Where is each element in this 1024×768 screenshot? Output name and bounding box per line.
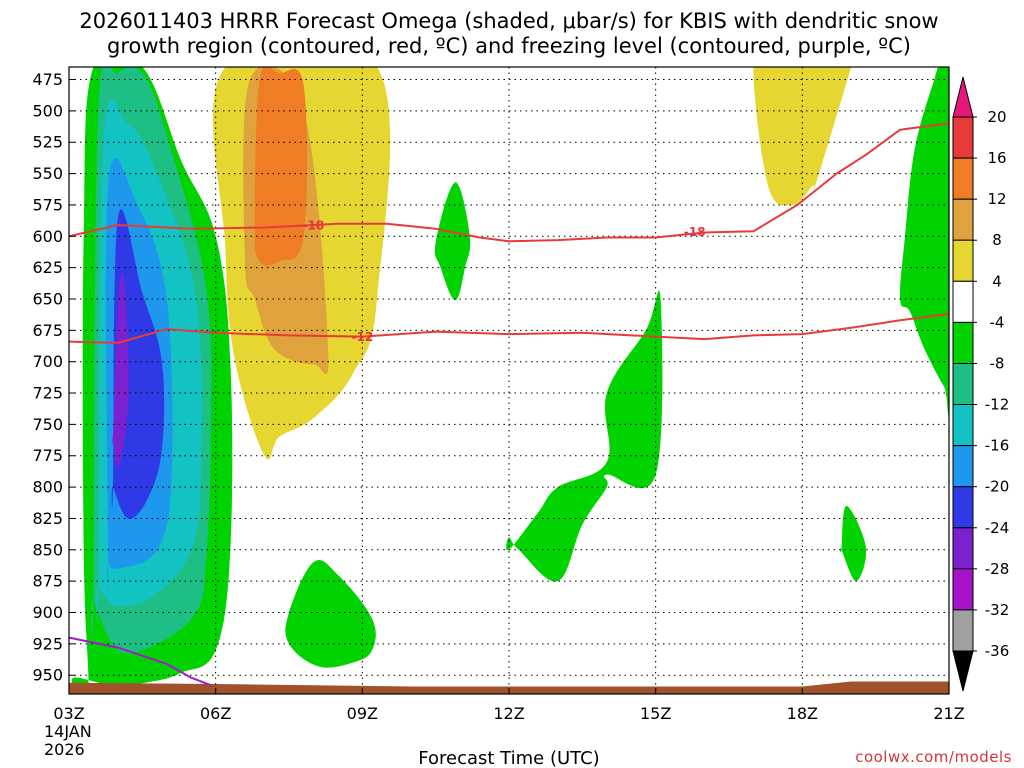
terrain-ground [69, 681, 949, 694]
colorbar-label-2: 12 [987, 190, 1006, 208]
colorbar: 20 16 12 8 4 -4 -8 -12 -16 -20 -24 -28 -32 -36 [952, 76, 1010, 692]
omega-region--8to-4-13 [899, 67, 949, 416]
y-tick-label-850: 850 [32, 540, 63, 559]
contour-label-2: -12 [351, 330, 373, 344]
contour-label-0: -18 [303, 219, 325, 233]
y-tick-label-725: 725 [32, 384, 63, 403]
colorbar-segment-2 [952, 198, 974, 241]
y-tick-label-650: 650 [32, 289, 63, 308]
x-tick-label-03Z: 03Z [53, 704, 84, 723]
y-tick-label-900: 900 [32, 603, 63, 622]
y-tick-label-550: 550 [32, 164, 63, 183]
colorbar-label-10: -24 [985, 519, 1010, 537]
isotherm-layer [69, 122, 949, 687]
y-tick-label-475: 475 [32, 70, 63, 89]
colorbar-label-9: -20 [985, 478, 1010, 496]
colorbar-segment-10 [952, 527, 974, 570]
colorbar-label-12: -32 [985, 601, 1010, 619]
omega-region--28to-24-5 [112, 273, 129, 469]
y-tick-label-750: 750 [32, 415, 63, 434]
terrain-layer [69, 681, 949, 694]
colorbar-bottom-triangle [952, 650, 974, 692]
x-tick-label-09Z: 09Z [347, 704, 378, 723]
y-axis-ticks: 475 500 525 550 575 600 625 650 675 700 725 750 775 8… [32, 70, 75, 685]
colorbar-segment-0 [952, 116, 974, 159]
x-date-line-2: 2026 [44, 740, 85, 759]
colorbar-label-5: -4 [990, 313, 1005, 331]
freezing-level-line [69, 636, 212, 687]
omega-region--8to-4-11 [285, 560, 376, 668]
colorbar-segment-12 [952, 609, 974, 652]
contour-label-layer: -18 -18 -12 [303, 219, 706, 345]
isotherm-minus12 [69, 313, 949, 344]
y-tick-label-800: 800 [32, 478, 63, 497]
colorbar-label-13: -36 [985, 642, 1010, 660]
colorbar-label-8: -16 [985, 437, 1010, 455]
colorbar-segment-5 [952, 321, 974, 364]
chart-title-line-1: 2026011403 HRRR Forecast Omega (shaded, … [79, 9, 938, 33]
contour-label-1: -18 [684, 225, 706, 239]
chart-title-line-2: growth region (contoured, red, ºC) and f… [107, 34, 911, 58]
y-tick-label-675: 675 [32, 321, 63, 340]
omega-region-12to16-8 [254, 67, 307, 266]
colorbar-label-3: 8 [992, 231, 1002, 249]
y-tick-label-575: 575 [32, 195, 63, 214]
y-tick-label-700: 700 [32, 352, 63, 371]
omega-region-4to8-14 [753, 67, 852, 206]
omega-region--8to-4-10 [506, 290, 663, 582]
colorbar-segment-3 [952, 239, 974, 282]
x-date-line-1: 14JAN [44, 722, 92, 741]
colorbar-top-triangle [952, 76, 974, 118]
colorbar-segment-9 [952, 486, 974, 529]
colorbar-label-6: -8 [990, 354, 1005, 372]
colorbar-segment-11 [952, 568, 974, 611]
colorbar-segment-6 [952, 363, 974, 406]
x-tick-label-15Z: 15Z [640, 704, 671, 723]
y-tick-label-525: 525 [32, 133, 63, 152]
y-tick-label-625: 625 [32, 258, 63, 277]
x-tick-label-18Z: 18Z [787, 704, 818, 723]
isotherm-minus18 [69, 122, 949, 243]
x-tick-label-12Z: 12Z [493, 704, 524, 723]
omega-region--24to-20-4 [111, 209, 165, 519]
colorbar-label-4: 4 [992, 272, 1002, 290]
y-tick-label-600: 600 [32, 227, 63, 246]
colorbar-label-11: -28 [985, 560, 1010, 578]
grid-layer [69, 67, 949, 694]
y-tick-label-950: 950 [32, 666, 63, 685]
y-tick-label-875: 875 [32, 572, 63, 591]
x-axis-title: Forecast Time (UTC) [418, 748, 599, 768]
colorbar-segment-7 [952, 404, 974, 447]
y-tick-label-500: 500 [32, 101, 63, 120]
credit-link[interactable]: coolwx.com/models [855, 748, 1012, 766]
colorbar-segment-1 [952, 157, 974, 200]
x-tick-label-21Z: 21Z [933, 704, 964, 723]
y-tick-label-825: 825 [32, 509, 63, 528]
omega-region--8to-4-12 [840, 505, 867, 582]
omega-region--8to-4-9 [434, 182, 471, 301]
x-tick-label-06Z: 06Z [200, 704, 231, 723]
y-tick-label-775: 775 [32, 446, 63, 465]
colorbar-label-0: 20 [987, 108, 1006, 126]
colorbar-label-1: 16 [987, 149, 1006, 167]
y-tick-label-925: 925 [32, 634, 63, 653]
colorbar-segment-8 [952, 445, 974, 488]
colorbar-label-7: -12 [985, 396, 1010, 414]
colorbar-segment-4 [952, 280, 974, 323]
x-axis-ticks: 03Z 06Z 09Z 12Z 15Z 18Z 21Z [53, 688, 965, 723]
